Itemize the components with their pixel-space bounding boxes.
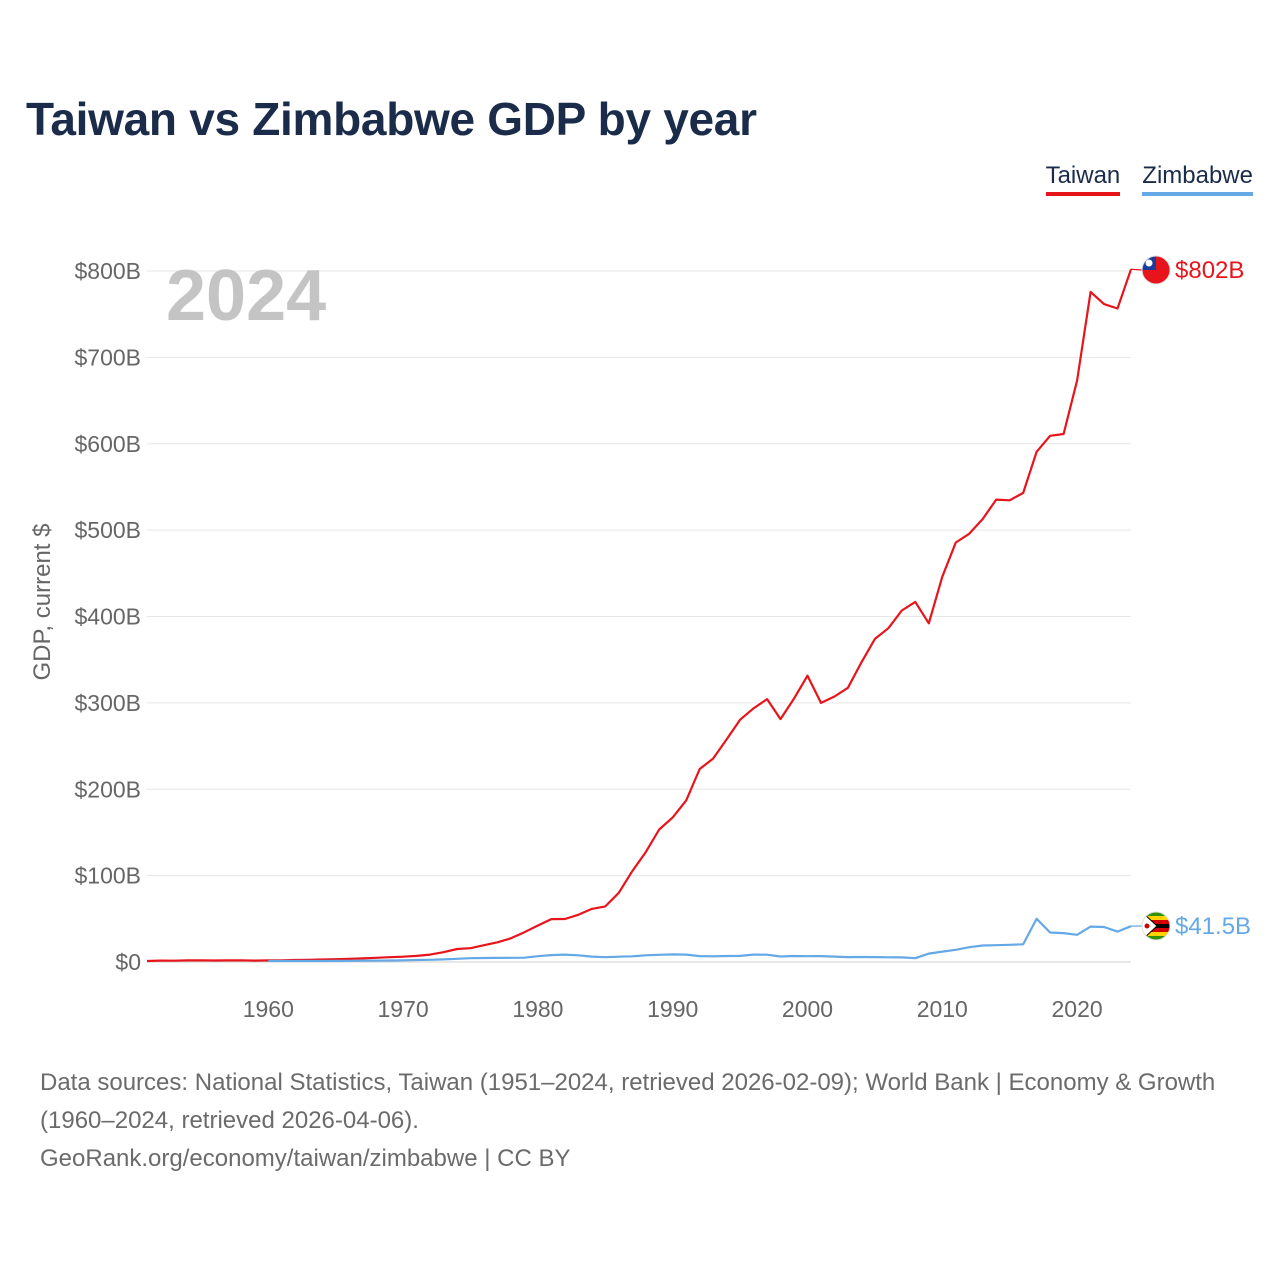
- end-value-label: $41.5B: [1175, 913, 1251, 940]
- series-line-zimbabwe: [268, 917, 1132, 963]
- series-line-taiwan: [146, 268, 1133, 963]
- y-axis-title: GDP, current $: [29, 524, 56, 681]
- end-connector: [1130, 268, 1143, 271]
- y-tick-label: $600B: [74, 431, 141, 457]
- y-tick-label: $400B: [74, 604, 141, 630]
- data-sources: Data sources: National Statistics, Taiwa…: [40, 1069, 1216, 1134]
- y-tick-label: $800B: [74, 258, 141, 284]
- y-tick-label: $500B: [74, 517, 141, 543]
- gridlines: [147, 270, 1131, 963]
- x-tick-label: 1970: [378, 996, 429, 1022]
- taiwan-flag-icon: [1141, 255, 1171, 285]
- x-tick-label: 1960: [243, 996, 294, 1022]
- x-tick-label: 2000: [782, 996, 833, 1022]
- y-tick-label: $300B: [74, 690, 141, 716]
- x-tick-label: 2020: [1051, 996, 1102, 1022]
- y-tick-label: $700B: [74, 344, 141, 370]
- current-year-label: 2024: [166, 256, 326, 336]
- y-axis-ticks: $0 $100B $200B $300B $400B $500B $600B $700B $80…: [74, 258, 141, 975]
- end-value-label: $802B: [1175, 257, 1244, 284]
- x-tick-label: 2010: [917, 996, 968, 1022]
- y-tick-label: $200B: [74, 776, 141, 802]
- x-axis-ticks: 1960 1970 1980 1990 2000 2010 2020: [243, 996, 1103, 1022]
- chart-title: Taiwan vs Zimbabwe GDP by year: [26, 93, 757, 145]
- gdp-line-chart: $0 $100B $200B $300B $400B $500B $600B $700B $80…: [29, 255, 1251, 1022]
- series-end-markers: $802B $41.5B: [1130, 255, 1251, 941]
- series-lines: [146, 268, 1133, 963]
- y-tick-label: $100B: [74, 863, 141, 889]
- legend-item-zimbabwe[interactable]: Zimbabwe: [1142, 162, 1253, 196]
- x-tick-label: 1990: [647, 996, 698, 1022]
- x-tick-label: 1980: [512, 996, 563, 1022]
- credit-line: GeoRank.org/economy/taiwan/zimbabwe | CC…: [40, 1145, 571, 1172]
- legend-item-taiwan[interactable]: Taiwan: [1045, 162, 1121, 196]
- zimbabwe-flag-icon: [1141, 911, 1171, 941]
- legend: Taiwan Zimbabwe: [1045, 162, 1253, 196]
- y-tick-label: $0: [115, 949, 141, 975]
- footer: Data sources: National Statistics, Taiwa…: [40, 1064, 1240, 1178]
